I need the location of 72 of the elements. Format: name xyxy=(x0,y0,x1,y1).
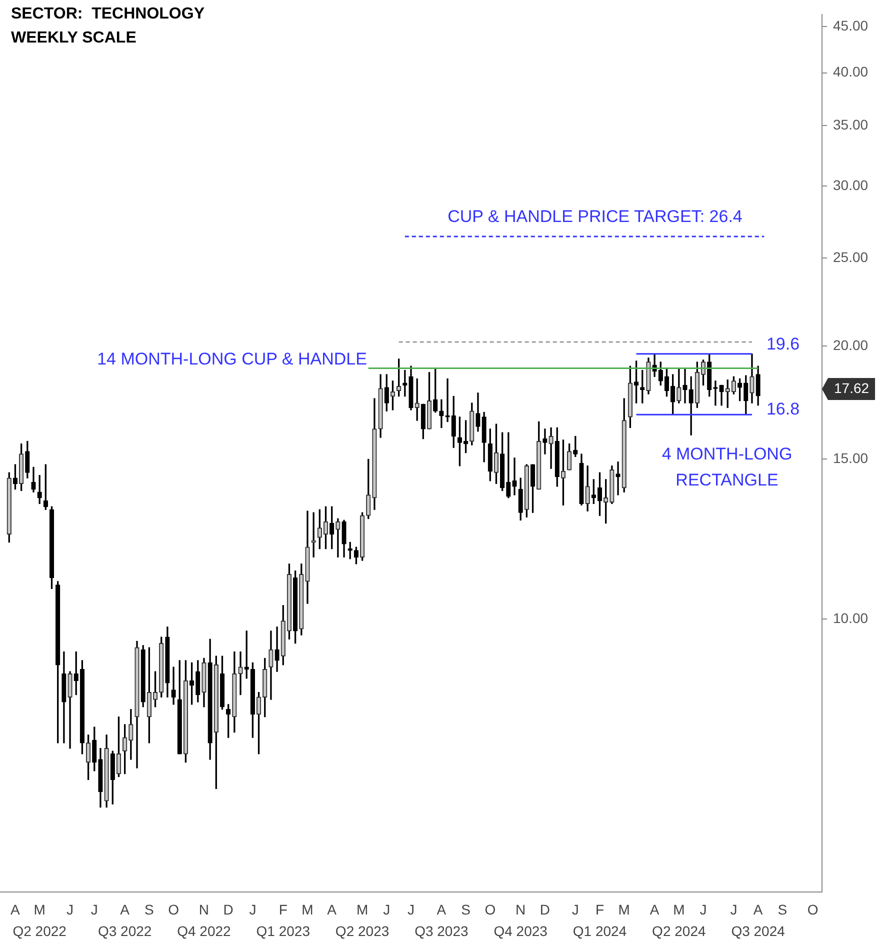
x-tick-label: J xyxy=(383,901,390,918)
x-tick-label: A xyxy=(10,901,21,918)
x-tick-label: O xyxy=(168,901,180,918)
x-tick-label: A xyxy=(753,901,764,918)
text: 17.62 xyxy=(834,380,870,396)
y-tick-label: 30.00 xyxy=(833,177,868,194)
x-tick-label: J xyxy=(572,901,579,918)
candlestick xyxy=(713,380,718,406)
candlestick xyxy=(542,428,548,454)
y-tick-label: 35.00 xyxy=(833,116,868,132)
x-tick-label: A xyxy=(120,901,130,918)
x-tick-label: S xyxy=(144,901,154,918)
x-tick-label: J xyxy=(700,901,707,918)
x-tick-label: S xyxy=(461,901,470,918)
y-tick-label: 15.00 xyxy=(833,450,868,466)
annotation: 4 MONTH-LONG RECTANGLE xyxy=(662,444,792,490)
x-tick-label: D xyxy=(223,901,234,918)
candlestick xyxy=(512,458,517,496)
x-tick-label: S xyxy=(778,901,788,918)
annotation: SECTOR: TECHNOLOGY xyxy=(11,5,205,22)
candlestick xyxy=(439,399,444,428)
text: Q1 2023 xyxy=(256,922,310,939)
candlestick xyxy=(548,427,554,469)
x-tick-label: J xyxy=(408,901,414,918)
candlestick xyxy=(682,368,688,404)
x-tick-label: J xyxy=(249,901,256,918)
x-tick-label: A xyxy=(650,901,660,918)
annotation: CUP & HANDLE PRICE TARGET: 26.4 xyxy=(448,207,742,226)
x-tick-label: O xyxy=(484,901,496,918)
y-tick-label: 10.00 xyxy=(833,610,868,626)
candlestick xyxy=(268,630,274,700)
candlestick xyxy=(274,626,280,672)
x-tick-label: F xyxy=(278,901,288,918)
candlestick xyxy=(616,462,620,496)
text: Q3 2022 xyxy=(98,922,152,939)
x-tick-label: D xyxy=(540,901,550,918)
x-tick-label: J xyxy=(66,901,74,918)
candlestick xyxy=(336,518,340,558)
text: Q2 2022 xyxy=(12,922,67,939)
text: Q2 2023 xyxy=(335,922,390,939)
candlestick xyxy=(171,666,176,705)
text: Q1 2024 xyxy=(572,922,627,939)
y-tick-label: 20.00 xyxy=(833,336,868,353)
x-tick-label: O xyxy=(807,901,818,918)
x-tick-label: F xyxy=(595,901,604,918)
candlestick xyxy=(37,474,42,504)
x-tick-label: M xyxy=(302,901,314,918)
text: Q3 2024 xyxy=(731,922,786,939)
x-tick-label: N xyxy=(198,901,210,918)
y-tick-label: 25.00 xyxy=(833,248,868,265)
annotation: 16.8 xyxy=(766,400,800,419)
text: Q2 2024 xyxy=(652,922,706,939)
candlestick xyxy=(311,512,316,558)
x-tick-label: M xyxy=(356,901,368,918)
x-tick-label: A xyxy=(327,901,338,918)
annotation: WEEKLY SCALE xyxy=(11,29,137,46)
candlestick xyxy=(506,432,511,498)
x-tick-label: A xyxy=(436,901,447,918)
text: Q4 2022 xyxy=(177,922,232,939)
x-tick-label: M xyxy=(34,901,46,918)
candlestick xyxy=(238,651,243,696)
x-tick-label: M xyxy=(673,901,685,918)
y-tick-label: 45.00 xyxy=(833,17,868,34)
x-tick-label: J xyxy=(90,901,98,918)
x-tick-label: J xyxy=(730,901,738,918)
x-tick-label: N xyxy=(516,901,526,918)
y-tick-label: 40.00 xyxy=(833,64,868,80)
x-tick-label: M xyxy=(618,901,630,918)
annotation: 14 MONTH-LONG CUP & HANDLE xyxy=(97,350,367,369)
text: Q3 2023 xyxy=(414,922,469,939)
annotation: 19.6 xyxy=(766,334,800,354)
text: Q4 2023 xyxy=(494,922,548,939)
